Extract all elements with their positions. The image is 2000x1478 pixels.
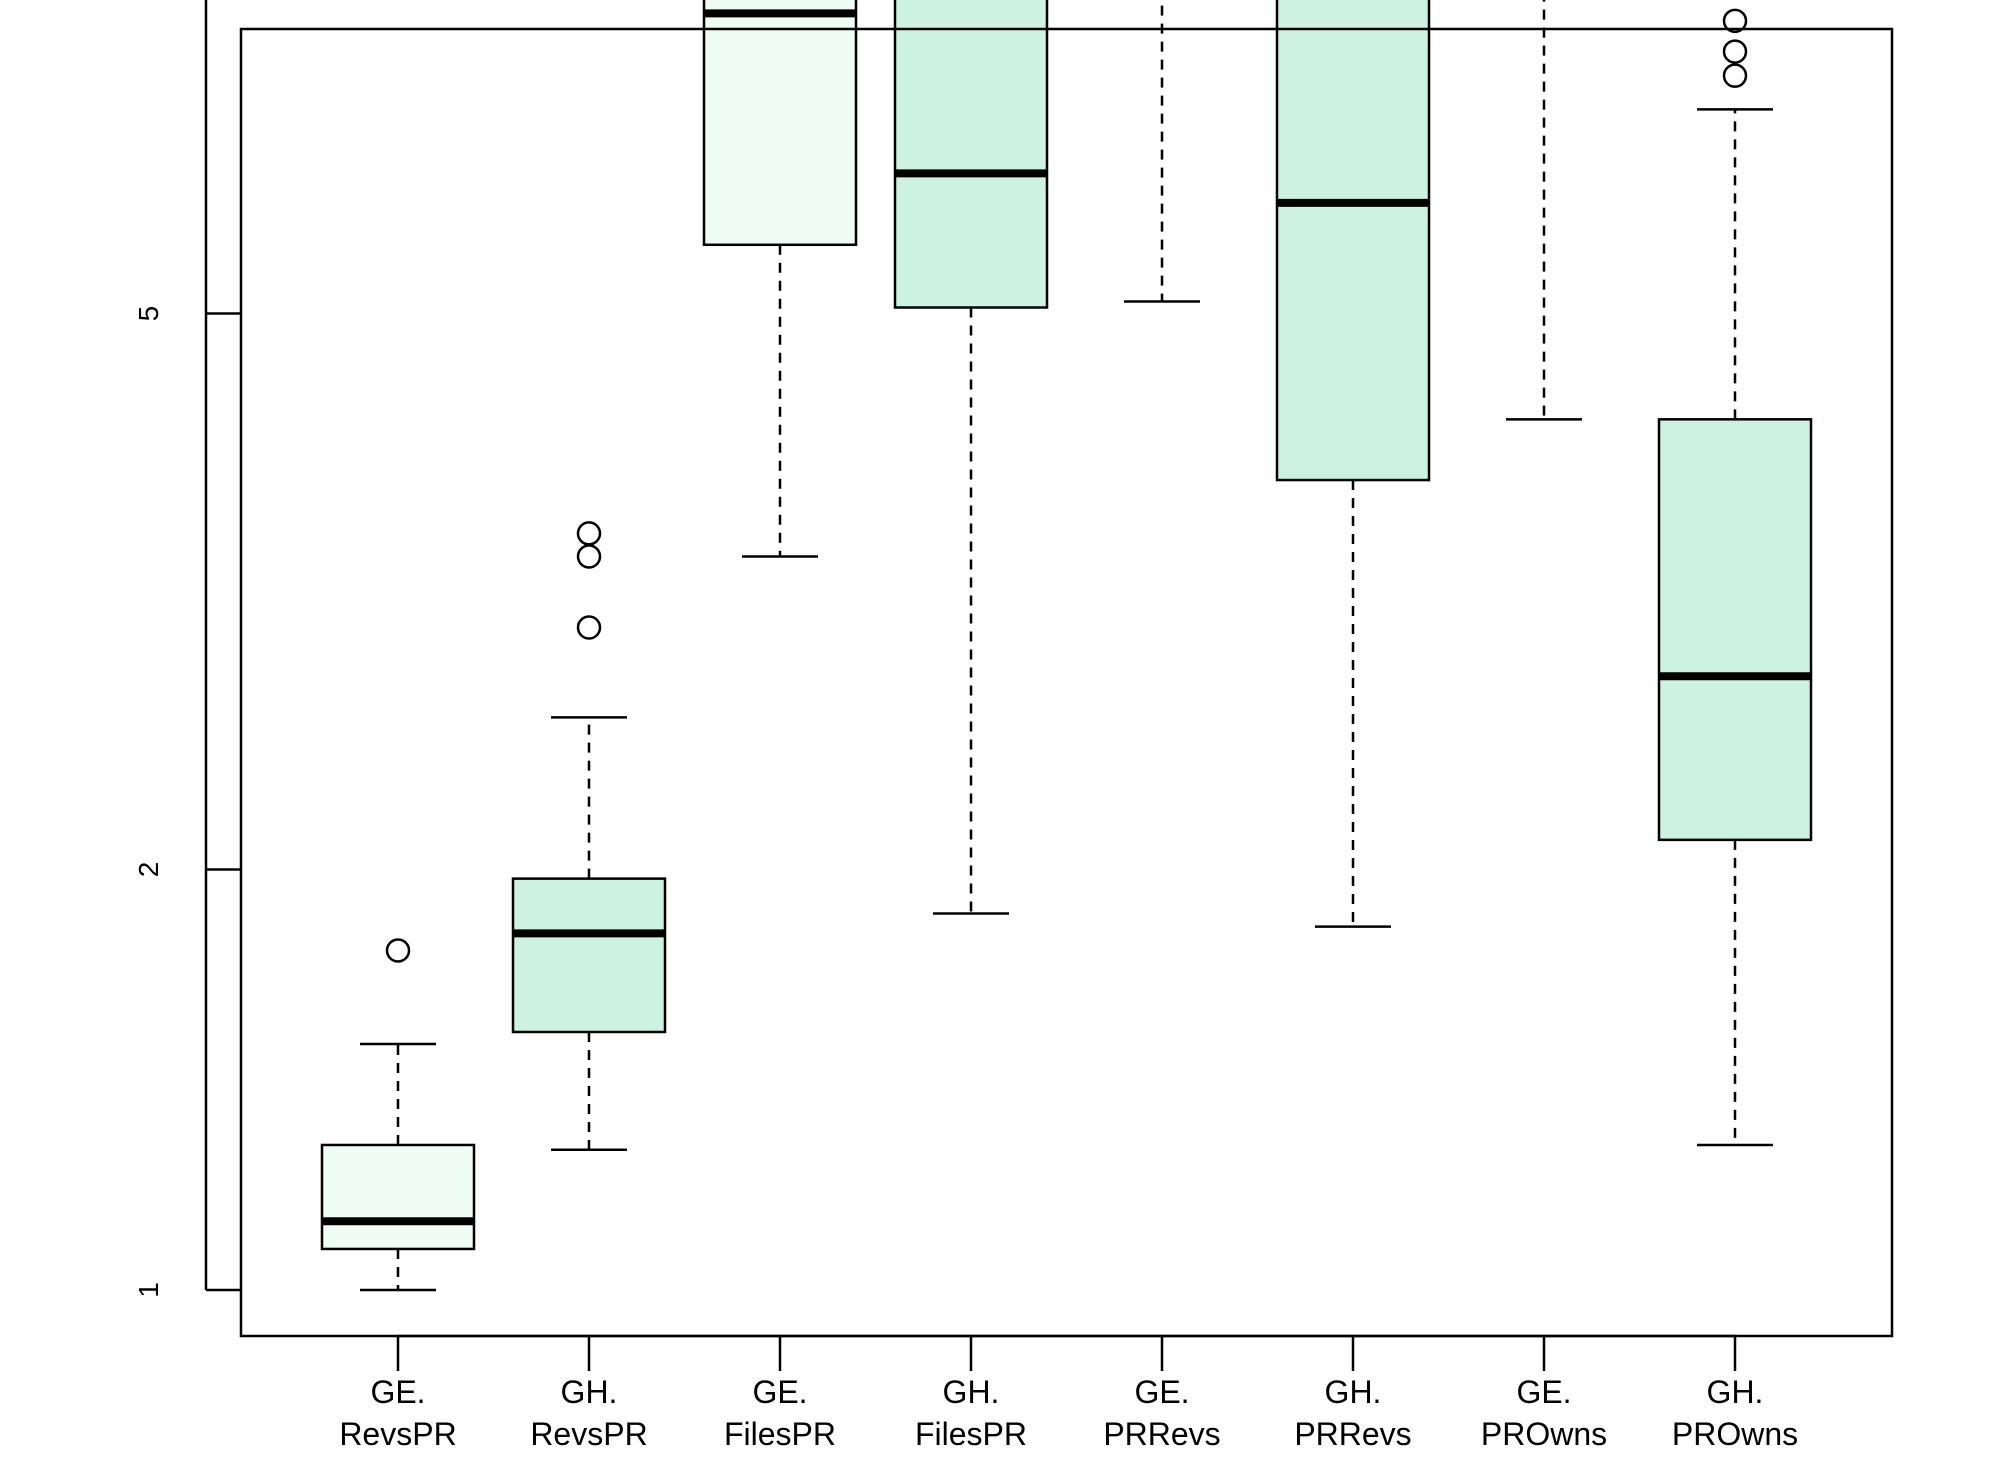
x-tick-label-group: GH. bbox=[561, 1374, 618, 1410]
x-tick-label-group: GH. bbox=[1325, 1374, 1382, 1410]
box-iqr bbox=[511, 877, 667, 1034]
y-tick-label: 5 bbox=[133, 306, 164, 322]
x-tick-label-metric: RevsPR bbox=[530, 1416, 647, 1452]
x-tick-label-metric: FilesPR bbox=[724, 1416, 836, 1452]
x-tick-label-group: GE. bbox=[370, 1374, 425, 1410]
box-6 bbox=[1275, 0, 1431, 928]
x-tick-label-metric: RevsPR bbox=[339, 1416, 456, 1452]
x-tick-label-group: GH. bbox=[943, 1374, 1000, 1410]
box-8 bbox=[1657, 8, 1813, 1147]
y-axis: 125102050100200500 bbox=[133, 0, 241, 1298]
x-tick-label-group: GE. bbox=[1516, 1374, 1571, 1410]
box-1 bbox=[320, 938, 476, 1292]
box-2 bbox=[511, 521, 667, 1152]
outlier-point bbox=[1722, 39, 1748, 64]
x-tick-label-group: GE. bbox=[752, 1374, 807, 1410]
outlier-point bbox=[576, 615, 602, 640]
box-4 bbox=[893, 0, 1049, 915]
x-tick-label-metric: PROwns bbox=[1672, 1416, 1798, 1452]
box-iqr bbox=[702, 0, 858, 247]
box-iqr bbox=[1657, 418, 1813, 842]
y-tick-label: 1 bbox=[133, 1282, 164, 1298]
box-iqr bbox=[1275, 0, 1431, 482]
y-tick-label: 2 bbox=[133, 862, 164, 878]
box-iqr bbox=[320, 1143, 476, 1251]
box-7 bbox=[1506, 0, 1582, 421]
outlier-point bbox=[1722, 8, 1748, 34]
x-tick-label-metric: PRRevs bbox=[1103, 1416, 1220, 1452]
x-tick-label-metric: FilesPR bbox=[915, 1416, 1027, 1452]
x-tick-label-metric: PRRevs bbox=[1294, 1416, 1411, 1452]
x-tick-label-metric: PROwns bbox=[1481, 1416, 1607, 1452]
box-3 bbox=[702, 0, 858, 558]
outlier-point bbox=[576, 521, 602, 546]
x-tick-label-group: GE. bbox=[1134, 1374, 1189, 1410]
box-iqr bbox=[893, 0, 1049, 309]
x-axis: GE. RevsPR GH. RevsPR GE. FilesPR GH. FilesPR GE… bbox=[339, 1334, 1798, 1452]
x-tick-label-group: GH. bbox=[1707, 1374, 1764, 1410]
outlier-point bbox=[385, 938, 411, 963]
outlier-point bbox=[1722, 63, 1748, 88]
boxes-layer bbox=[320, 0, 1813, 1292]
box-5 bbox=[1124, 0, 1200, 303]
